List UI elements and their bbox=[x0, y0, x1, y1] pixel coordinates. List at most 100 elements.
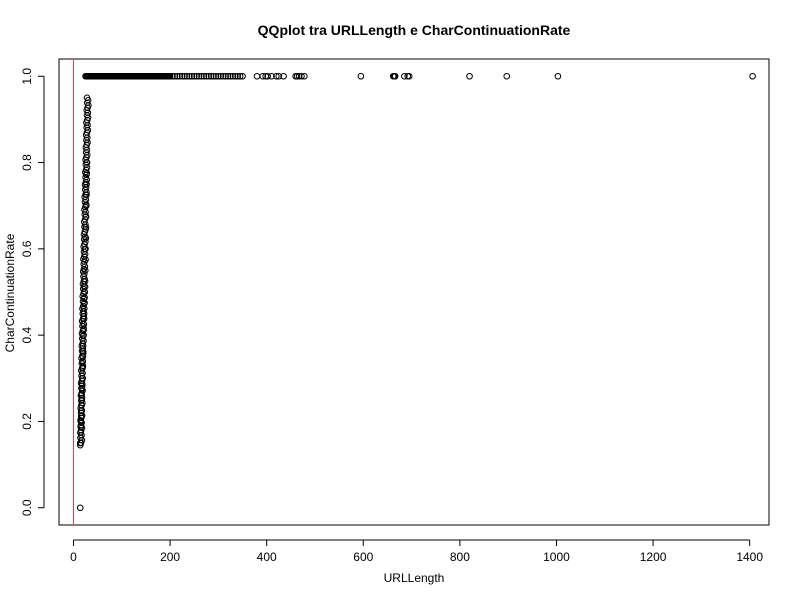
data-point bbox=[142, 72, 150, 80]
data-point bbox=[161, 72, 169, 80]
data-point bbox=[178, 72, 186, 80]
x-tick-label: 200 bbox=[160, 550, 180, 564]
x-axis-label: URLLength bbox=[384, 571, 445, 585]
x-tick-label: 800 bbox=[450, 550, 470, 564]
data-point bbox=[82, 223, 90, 231]
data-point bbox=[222, 72, 229, 80]
y-tick-label: 0.0 bbox=[20, 499, 34, 516]
data-point bbox=[749, 72, 756, 80]
data-point bbox=[212, 72, 220, 80]
data-point bbox=[268, 72, 275, 80]
y-axis-label: CharContinuationRate bbox=[3, 233, 17, 352]
data-point bbox=[181, 72, 188, 80]
data-point bbox=[205, 72, 213, 80]
data-point bbox=[128, 72, 135, 80]
x-tick-label: 1400 bbox=[736, 550, 763, 564]
data-point bbox=[229, 72, 237, 80]
data-point bbox=[125, 72, 133, 80]
data-point bbox=[215, 72, 222, 80]
x-tick-label: 0 bbox=[70, 550, 77, 564]
data-point bbox=[190, 72, 198, 80]
y-tick-label: 0.2 bbox=[20, 413, 34, 430]
x-tick-label: 1000 bbox=[543, 550, 570, 564]
data-point bbox=[357, 72, 365, 80]
data-point bbox=[554, 72, 562, 80]
data-point bbox=[82, 202, 90, 210]
data-point bbox=[83, 170, 91, 177]
data-point bbox=[298, 72, 305, 80]
chart-title: QQplot tra URLLength e CharContinuationR… bbox=[258, 22, 571, 38]
data-point bbox=[140, 72, 147, 80]
data-point bbox=[113, 72, 121, 80]
y-tick-label: 0.6 bbox=[20, 240, 34, 257]
data-point bbox=[84, 72, 92, 80]
data-point bbox=[87, 72, 94, 80]
data-point bbox=[280, 72, 287, 80]
data-point bbox=[275, 72, 283, 80]
data-point bbox=[135, 72, 142, 80]
data-point bbox=[207, 72, 215, 80]
data-point bbox=[391, 72, 399, 80]
data-point bbox=[231, 72, 239, 80]
y-tick-label: 0.8 bbox=[20, 154, 34, 171]
data-point bbox=[234, 72, 242, 80]
data-point bbox=[145, 72, 152, 80]
data-point bbox=[273, 72, 280, 80]
y-tick-label: 1.0 bbox=[20, 68, 34, 85]
data-point bbox=[171, 72, 179, 80]
x-tick-label: 400 bbox=[257, 550, 277, 564]
data-point bbox=[198, 72, 205, 80]
data-point bbox=[82, 267, 89, 274]
y-axis: 0.0 0.2 0.4 0.6 0.8 1.0 bbox=[20, 68, 45, 516]
data-point bbox=[264, 72, 271, 80]
data-point bbox=[82, 256, 89, 263]
x-tick-label: 1200 bbox=[640, 550, 667, 564]
data-point bbox=[116, 72, 123, 80]
data-point bbox=[120, 72, 128, 80]
data-point bbox=[111, 72, 118, 80]
data-point bbox=[103, 72, 111, 80]
data-point bbox=[188, 72, 196, 80]
plot-frame bbox=[58, 58, 770, 526]
data-point bbox=[239, 72, 246, 80]
data-point bbox=[164, 72, 171, 80]
data-point bbox=[157, 72, 164, 80]
data-point bbox=[405, 72, 413, 80]
data-point bbox=[83, 191, 90, 199]
x-axis: 0 200 400 600 800 1000 1200 1400 bbox=[70, 539, 763, 564]
data-point bbox=[466, 72, 473, 80]
data-point bbox=[195, 72, 203, 80]
data-point bbox=[217, 72, 225, 80]
data-point bbox=[81, 277, 89, 285]
data-point bbox=[108, 72, 116, 80]
data-point bbox=[91, 72, 99, 80]
data-point bbox=[82, 245, 89, 253]
data-point bbox=[236, 72, 244, 80]
data-point bbox=[89, 72, 97, 80]
data-point bbox=[176, 72, 184, 80]
data-point bbox=[82, 213, 90, 220]
data-point bbox=[76, 504, 84, 512]
data-point bbox=[193, 72, 200, 80]
data-point bbox=[401, 72, 408, 80]
y-tick-label: 0.4 bbox=[20, 326, 34, 343]
data-point bbox=[219, 72, 227, 80]
data-point bbox=[83, 180, 90, 188]
data-point bbox=[174, 72, 181, 80]
data-point bbox=[301, 72, 308, 80]
data-point bbox=[154, 72, 162, 80]
data-point bbox=[147, 72, 155, 80]
data-point bbox=[186, 72, 193, 80]
data-point bbox=[224, 72, 232, 80]
data-point bbox=[83, 94, 91, 102]
data-points bbox=[76, 72, 756, 512]
data-point bbox=[106, 72, 114, 80]
data-point bbox=[159, 72, 167, 80]
data-point bbox=[123, 72, 130, 80]
data-point bbox=[183, 72, 191, 80]
data-point bbox=[166, 72, 174, 80]
data-point bbox=[200, 72, 208, 80]
data-point bbox=[82, 234, 90, 242]
data-point bbox=[101, 72, 109, 80]
